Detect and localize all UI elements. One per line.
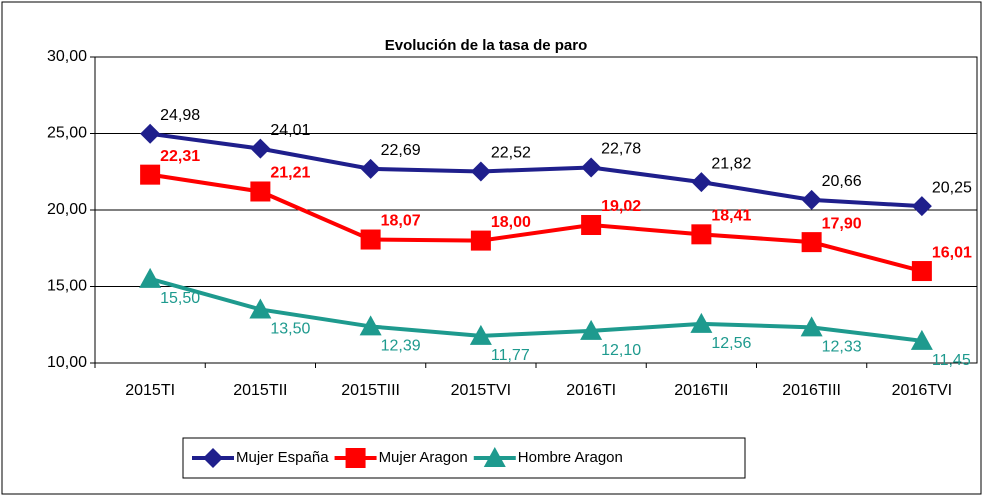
data-label: 19,02: [601, 198, 641, 215]
x-tick-label: 2016TI: [566, 382, 616, 399]
data-point: [140, 123, 161, 144]
legend-box: [182, 437, 746, 479]
data-point: [581, 157, 602, 178]
data-label: 22,69: [381, 142, 421, 159]
x-tick-label: 2015TII: [233, 382, 287, 399]
data-point: [359, 315, 382, 336]
data-point: [800, 316, 823, 337]
y-tick-label: 10,00: [47, 354, 87, 371]
data-point: [360, 229, 381, 250]
x-tick-label: 2015TI: [125, 382, 175, 399]
chart-title: Evolución de la tasa de paro: [385, 37, 588, 54]
legend-label: Hombre Aragon: [518, 449, 623, 466]
data-point: [690, 312, 713, 333]
data-label: 21,82: [711, 155, 751, 172]
legend-marker: [203, 448, 223, 468]
data-label: 12,33: [822, 339, 862, 356]
legend-label: Mujer Aragon: [379, 449, 468, 466]
data-point: [139, 267, 162, 288]
data-point: [580, 319, 603, 340]
data-point: [250, 181, 271, 202]
data-label: 13,50: [270, 321, 310, 338]
data-label: 18,41: [711, 208, 751, 225]
y-tick-label: 15,00: [47, 278, 87, 295]
data-label: 22,78: [601, 141, 641, 158]
data-point: [801, 232, 822, 253]
data-label: 12,10: [601, 342, 641, 359]
data-point: [249, 298, 272, 319]
legend-marker: [345, 448, 366, 468]
data-label: 24,01: [270, 122, 310, 139]
data-label: 18,07: [381, 213, 421, 230]
legend-label: Mujer España: [236, 449, 329, 466]
x-tick-label: 2015TIII: [341, 382, 400, 399]
data-point: [469, 324, 492, 345]
data-label: 20,25: [932, 179, 972, 196]
data-label: 11,45: [932, 352, 971, 369]
data-point: [910, 329, 933, 350]
y-tick-label: 30,00: [47, 48, 87, 65]
data-point: [691, 172, 712, 193]
series-line: [149, 131, 922, 209]
data-label: 12,56: [711, 335, 751, 352]
series-line: [149, 276, 923, 343]
data-label: 18,00: [491, 214, 531, 231]
data-point: [470, 161, 491, 182]
data-label: 20,66: [822, 173, 862, 190]
y-tick-label: 25,00: [47, 125, 87, 142]
legend-marker: [483, 447, 506, 467]
data-label: 21,21: [270, 165, 310, 182]
x-tick-label: 2016TVI: [892, 382, 952, 399]
x-tick-label: 2016TII: [674, 382, 728, 399]
data-label: 16,01: [932, 244, 972, 261]
data-label: 15,50: [160, 290, 200, 307]
data-point: [360, 158, 381, 179]
data-point: [801, 189, 822, 210]
x-tick-label: 2015TVI: [451, 382, 511, 399]
data-label: 11,77: [491, 347, 530, 364]
data-point: [911, 196, 932, 217]
data-label: 12,39: [381, 338, 421, 355]
data-label: 24,98: [160, 107, 200, 124]
data-label: 22,31: [160, 148, 200, 165]
data-point: [691, 224, 712, 245]
data-label: 22,52: [491, 145, 531, 162]
series-line: [149, 172, 923, 273]
y-tick-label: 20,00: [47, 201, 87, 218]
data-point: [250, 138, 271, 159]
data-point: [470, 230, 491, 251]
data-point: [911, 261, 932, 282]
data-label: 17,90: [822, 215, 862, 232]
data-point: [581, 214, 602, 235]
data-point: [140, 164, 161, 185]
x-tick-label: 2016TIII: [782, 382, 841, 399]
